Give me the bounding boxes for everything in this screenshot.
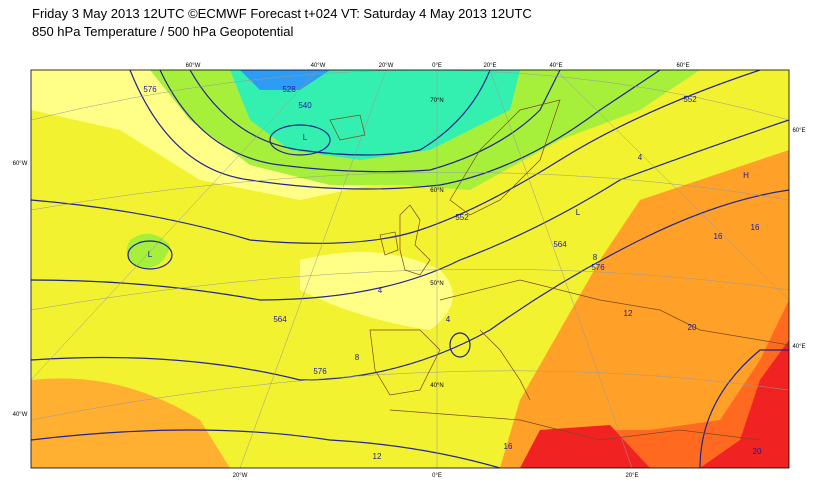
- contour-label: 564: [553, 240, 567, 249]
- map-frame: [30, 69, 790, 469]
- lat-label: 40°N: [430, 383, 443, 389]
- contour-label: 4: [446, 315, 451, 324]
- contour-label: 528: [282, 85, 296, 94]
- contour-label: L: [148, 250, 153, 259]
- side-label: 40°W: [13, 412, 28, 418]
- lon-label: 40°E: [549, 63, 562, 69]
- lon-label: 60°E: [676, 63, 689, 69]
- lat-label: 60°N: [430, 188, 443, 194]
- lat-label: 50°N: [430, 281, 443, 287]
- lon-label: 60°W: [186, 63, 201, 69]
- contour-label: H: [743, 171, 749, 180]
- contour-label: 564: [273, 315, 287, 324]
- contour-label: 576: [313, 367, 327, 376]
- temperature-field: [31, 70, 789, 468]
- contour-label: L: [576, 208, 581, 217]
- subtitle: 850 hPa Temperature / 500 hPa Geopotenti…: [32, 24, 294, 39]
- contour-label: 552: [683, 95, 697, 104]
- contour-label: 16: [714, 232, 723, 241]
- contour-label: 576: [591, 263, 605, 272]
- lon-label: 20°E: [483, 63, 496, 69]
- contour-label: 4: [378, 286, 383, 295]
- contour-label: 540: [298, 101, 312, 110]
- contour-label: 20: [753, 447, 762, 456]
- contour-label: 16: [504, 442, 513, 451]
- title: Friday 3 May 2013 12UTC ©ECMWF Forecast …: [32, 6, 532, 21]
- lon-label: 20°E: [625, 473, 638, 479]
- side-label: 60°W: [13, 161, 28, 167]
- contour-label: 576: [143, 85, 157, 94]
- contour-label: 8: [593, 253, 598, 262]
- lon-label: 20°W: [379, 63, 394, 69]
- contour-label: 8: [355, 353, 360, 362]
- contour-label: 16: [751, 223, 760, 232]
- contour-label: 4: [638, 153, 643, 162]
- coastlines: [329, 99, 789, 441]
- contour-label: 12: [624, 309, 633, 318]
- side-label: 40°E: [792, 344, 805, 350]
- side-label: 60°E: [792, 128, 805, 134]
- contour-label: 12: [373, 452, 382, 461]
- contour-label: 20: [688, 323, 697, 332]
- contour-label: L: [303, 133, 308, 142]
- lat-label: 70°N: [430, 98, 443, 104]
- lon-label: 0°E: [432, 63, 442, 69]
- lon-label: 40°W: [311, 63, 326, 69]
- contour-label: 552: [455, 213, 469, 222]
- lon-label: 20°W: [233, 473, 248, 479]
- lon-label: 0°E: [432, 473, 442, 479]
